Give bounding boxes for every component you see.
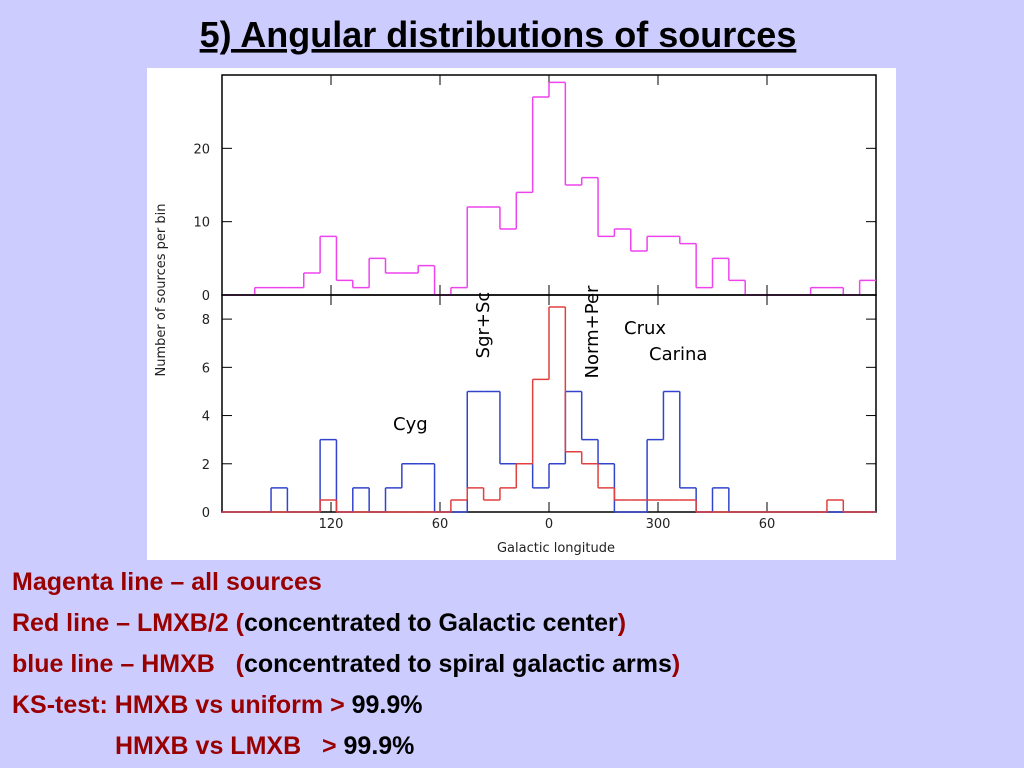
y-tick-label: 20 <box>193 142 210 157</box>
note-text: blue line – HMXB ( <box>12 650 245 678</box>
slide-title: 5) Angular distributions of sources <box>200 14 797 55</box>
note-line: blue line – HMXB (concentrated to spiral… <box>12 650 680 678</box>
annotation: Norm+Per <box>582 285 603 378</box>
y-tick-label: 4 <box>202 410 210 425</box>
note-text: KS-test: HMXB vs uniform > <box>12 691 352 719</box>
note-line: KS-test: HMXB vs uniform > 99.9% <box>12 691 423 719</box>
note-line: Magenta line – all sources <box>12 568 322 596</box>
note-text: 99.9% <box>344 732 415 760</box>
x-tick-label: 60 <box>759 517 776 532</box>
y-tick-label: 10 <box>193 216 210 231</box>
annotation: Crux <box>624 318 666 339</box>
note-text: Red line – LMXB/2 ( <box>12 609 245 637</box>
chart-panel <box>147 68 896 560</box>
x-tick-label: 300 <box>646 517 671 532</box>
y-tick-label: 0 <box>202 289 210 304</box>
annotation: Sgr+Sc <box>473 292 494 359</box>
y-tick-label: 8 <box>202 313 210 328</box>
note-text: ) <box>618 609 626 637</box>
y-tick-label: 0 <box>202 506 210 521</box>
note-line: Red line – LMXB/2 (concentrated to Galac… <box>12 609 626 637</box>
x-tick-label: 0 <box>545 517 553 532</box>
note-text: HMXB vs LMXB > <box>115 732 344 760</box>
note-text: 99.9% <box>352 691 423 719</box>
note-text: concentrated to spiral galactic arms <box>244 650 672 678</box>
note-text: concentrated to Galactic center <box>244 609 618 637</box>
annotation: Carina <box>649 344 707 365</box>
y-tick-label: 2 <box>202 458 210 473</box>
x-tick-label: 120 <box>319 517 344 532</box>
annotation: Cyg <box>393 414 428 435</box>
note-text: Magenta line – all sources <box>12 568 322 596</box>
x-axis-label: Galactic longitude <box>497 541 615 556</box>
y-axis-label: Number of sources per bin <box>154 204 169 377</box>
y-tick-label: 6 <box>202 361 210 376</box>
note-text: ) <box>672 650 680 678</box>
note-line: HMXB vs LMXB > 99.9% <box>115 732 414 760</box>
x-tick-label: 60 <box>432 517 449 532</box>
